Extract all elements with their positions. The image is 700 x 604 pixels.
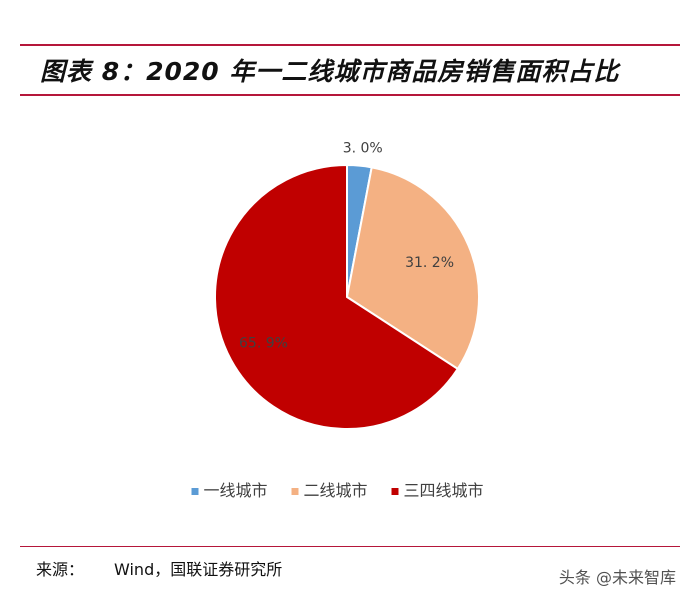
source-label: 来源： <box>36 560 85 579</box>
pie-chart: 3. 0% 31. 2% 65. 9% 一线城市 二线城市 三四线城市 <box>191 141 484 500</box>
data-labels: 3. 0% 31. 2% 65. 9% <box>239 141 454 352</box>
title-underline-rule <box>20 94 680 96</box>
watermark-text: 头条 @未来智库 <box>558 568 676 587</box>
legend-swatch-tier3 <box>391 488 399 495</box>
chart-legend: 一线城市 二线城市 三四线城市 <box>191 481 484 500</box>
pie-slice-tier2 <box>345 166 480 371</box>
bottom-rule <box>20 546 680 547</box>
legend-label-tier1: 一线城市 <box>204 481 268 500</box>
data-label-tier2: 31. 2% <box>405 255 454 271</box>
pie-slices <box>214 163 480 430</box>
top-rule <box>20 44 680 46</box>
pie-slice-tier3 <box>214 163 460 430</box>
figure-title: 图表 8：2020 年一二线城市商品房销售面积占比 <box>40 57 620 86</box>
source-text: Wind，国联证券研究所 <box>114 560 283 579</box>
data-label-tier1: 3. 0% <box>343 141 383 157</box>
legend-swatch-tier1 <box>191 488 199 495</box>
legend-label-tier2: 二线城市 <box>304 481 368 500</box>
data-label-tier3: 65. 9% <box>239 335 288 351</box>
source-note: 来源： Wind，国联证券研究所 <box>36 556 282 580</box>
watermark: 头条 @未来智库 <box>559 564 676 588</box>
legend-label-tier3: 三四线城市 <box>404 481 484 500</box>
legend-swatch-tier2 <box>291 488 299 495</box>
